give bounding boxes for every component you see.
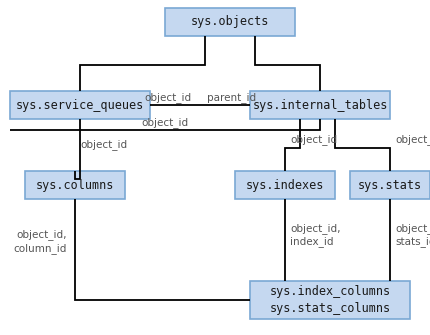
Text: object_id,
column_id: object_id, column_id <box>14 229 67 254</box>
Text: object_id: object_id <box>80 140 127 150</box>
Text: parent_id: parent_id <box>207 92 256 104</box>
Text: sys.stats: sys.stats <box>357 179 421 192</box>
Text: sys.service_queues: sys.service_queues <box>16 98 144 112</box>
Text: object_id: object_id <box>144 92 191 104</box>
Text: sys.indexes: sys.indexes <box>245 179 323 192</box>
Text: object_id: object_id <box>289 135 336 145</box>
Text: object_id,
stats_id: object_id, stats_id <box>394 223 430 247</box>
Text: sys.columns: sys.columns <box>36 179 114 192</box>
Text: sys.internal_tables: sys.internal_tables <box>252 98 387 112</box>
FancyBboxPatch shape <box>25 171 125 199</box>
Text: object_id: object_id <box>394 135 430 145</box>
FancyBboxPatch shape <box>349 171 429 199</box>
FancyBboxPatch shape <box>10 91 150 119</box>
Text: sys.objects: sys.objects <box>190 15 269 28</box>
Text: object_id: object_id <box>141 118 188 128</box>
Text: object_id,
index_id: object_id, index_id <box>289 223 340 247</box>
FancyBboxPatch shape <box>234 171 334 199</box>
Text: sys.index_columns
sys.stats_columns: sys.index_columns sys.stats_columns <box>269 285 390 315</box>
FancyBboxPatch shape <box>249 281 409 319</box>
FancyBboxPatch shape <box>249 91 389 119</box>
FancyBboxPatch shape <box>165 8 294 36</box>
